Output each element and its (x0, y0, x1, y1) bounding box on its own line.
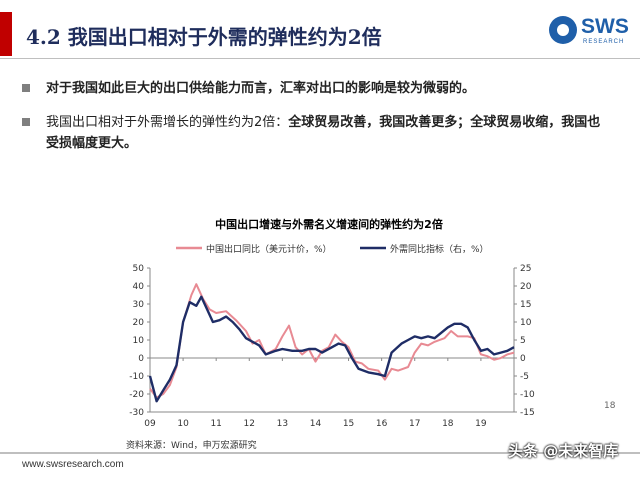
left-tick-label: -10 (129, 372, 144, 382)
bullet-2-text: 我国出口相对于外需增长的弹性约为2倍：全球贸易改善，我国改善更多；全球贸易收缩，… (46, 112, 612, 154)
watermark: 头条 @未来智库 (508, 442, 619, 460)
sws-logo: SWS RESEARCH (549, 14, 629, 52)
right-tick-label: -5 (520, 372, 529, 382)
right-tick-label: 25 (520, 264, 531, 274)
x-tick-label: 13 (277, 419, 288, 429)
x-tick-label: 09 (144, 419, 156, 429)
title-divider (0, 58, 640, 59)
x-tick-label: 16 (376, 419, 388, 429)
title-bar: 4.2 我国出口相对于外需的弹性约为2倍 (0, 12, 520, 56)
china-export-series-line (149, 283, 515, 399)
chart-legend: 中国出口同比（美元计价，%） 外需同比指标（右，%） (176, 243, 489, 255)
right-tick-label: 5 (520, 336, 526, 346)
x-tick-label: 15 (343, 419, 354, 429)
title-accent-bar (0, 12, 12, 56)
left-tick-label: 20 (133, 318, 145, 328)
left-tick-label: 50 (133, 264, 145, 274)
right-tick-label: 10 (520, 318, 532, 328)
bullet-1: 对于我国如此巨大的出口供给能力而言，汇率对出口的影响是较为微弱的。 (22, 78, 612, 99)
footer-url[interactable]: www.swsresearch.com (22, 459, 124, 470)
left-tick-label: 10 (133, 336, 145, 346)
slide-title: 4.2 我国出口相对于外需的弹性约为2倍 (26, 25, 382, 49)
chart-axes: -30 -20 -10 0 10 20 30 40 50 -15 -10 -5 0 5 10 15 20 25 09… (129, 264, 535, 429)
bullet-2-bold: 全球贸易改善，我国改善更多；全球贸易收缩，我国也受损幅度更大。 (46, 115, 601, 151)
logo-name: SWS (581, 15, 629, 38)
x-tick-label: 18 (442, 419, 454, 429)
left-tick-label: 40 (133, 282, 145, 292)
left-tick-label: 0 (138, 354, 144, 364)
bullet-2-normal: 我国出口相对于外需增长的弹性约为2倍： (46, 115, 289, 130)
footer-divider (0, 452, 640, 454)
page-number: 18 (604, 401, 616, 411)
right-tick-label: 0 (520, 354, 526, 364)
legend-label: 中国出口同比（美元计价，%） (206, 243, 332, 255)
bullet-square-icon (22, 84, 30, 92)
legend-label: 外需同比指标（右，%） (390, 243, 489, 255)
x-tick-label: 10 (177, 419, 189, 429)
x-tick-label: 19 (475, 419, 487, 429)
chart-series (148, 283, 515, 403)
x-tick-label: 17 (409, 419, 420, 429)
right-tick-label: 15 (520, 300, 531, 310)
right-tick-label: -10 (520, 390, 535, 400)
left-tick-label: -20 (129, 390, 144, 400)
bullet-square-icon (22, 118, 30, 126)
bullet-1-text: 对于我国如此巨大的出口供给能力而言，汇率对出口的影响是较为微弱的。 (46, 81, 476, 96)
x-tick-label: 11 (210, 419, 221, 429)
x-tick-label: 12 (244, 419, 255, 429)
logo-subtitle: RESEARCH (583, 39, 625, 45)
bullet-2: 我国出口相对于外需增长的弹性约为2倍：全球贸易改善，我国改善更多；全球贸易收缩，… (22, 112, 612, 154)
left-tick-label: -30 (129, 408, 144, 418)
elasticity-chart: 中国出口增速与外需名义增速间的弹性约为2倍 中国出口同比（美元计价，%） 外需同比… (126, 217, 535, 451)
right-tick-label: -15 (520, 408, 535, 418)
right-tick-label: 20 (520, 282, 532, 292)
external-demand-series-line (148, 295, 515, 403)
x-tick-label: 14 (310, 419, 322, 429)
logo-mark-icon (549, 16, 577, 44)
chart-source: 资料来源：Wind，申万宏源研究 (126, 439, 257, 451)
left-tick-label: 30 (133, 300, 145, 310)
chart-title: 中国出口增速与外需名义增速间的弹性约为2倍 (215, 217, 443, 231)
